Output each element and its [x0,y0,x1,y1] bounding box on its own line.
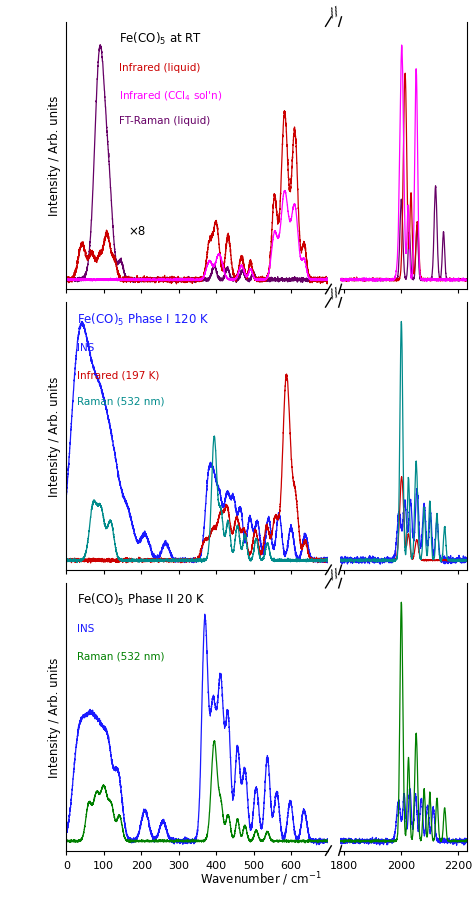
Text: INS: INS [77,343,94,353]
Text: Raman (532 nm): Raman (532 nm) [77,650,164,660]
Text: Fe(CO)$_5$ Phase II 20 K: Fe(CO)$_5$ Phase II 20 K [77,591,205,608]
Text: Fe(CO)$_5$ Phase I 120 K: Fe(CO)$_5$ Phase I 120 K [77,311,209,327]
Y-axis label: Intensity / Arb. units: Intensity / Arb. units [48,657,61,777]
Text: INS: INS [77,624,94,634]
Text: //: // [328,565,340,581]
Text: Fe(CO)$_5$ at RT: Fe(CO)$_5$ at RT [119,31,202,47]
Text: //: // [328,285,340,301]
Text: Wavenumber / cm$^{-1}$: Wavenumber / cm$^{-1}$ [200,870,321,887]
Text: Infrared (197 K): Infrared (197 K) [77,370,159,380]
Text: FT-Raman (liquid): FT-Raman (liquid) [119,116,210,126]
Text: ×8: ×8 [128,225,146,237]
Text: Infrared (liquid): Infrared (liquid) [119,62,200,72]
Text: Raman (532 nm): Raman (532 nm) [77,396,164,406]
Text: //: // [328,5,340,20]
Text: Infrared (CCl$_4$ sol'n): Infrared (CCl$_4$ sol'n) [119,89,222,103]
Y-axis label: Intensity / Arb. units: Intensity / Arb. units [48,96,61,216]
Y-axis label: Intensity / Arb. units: Intensity / Arb. units [48,377,61,497]
